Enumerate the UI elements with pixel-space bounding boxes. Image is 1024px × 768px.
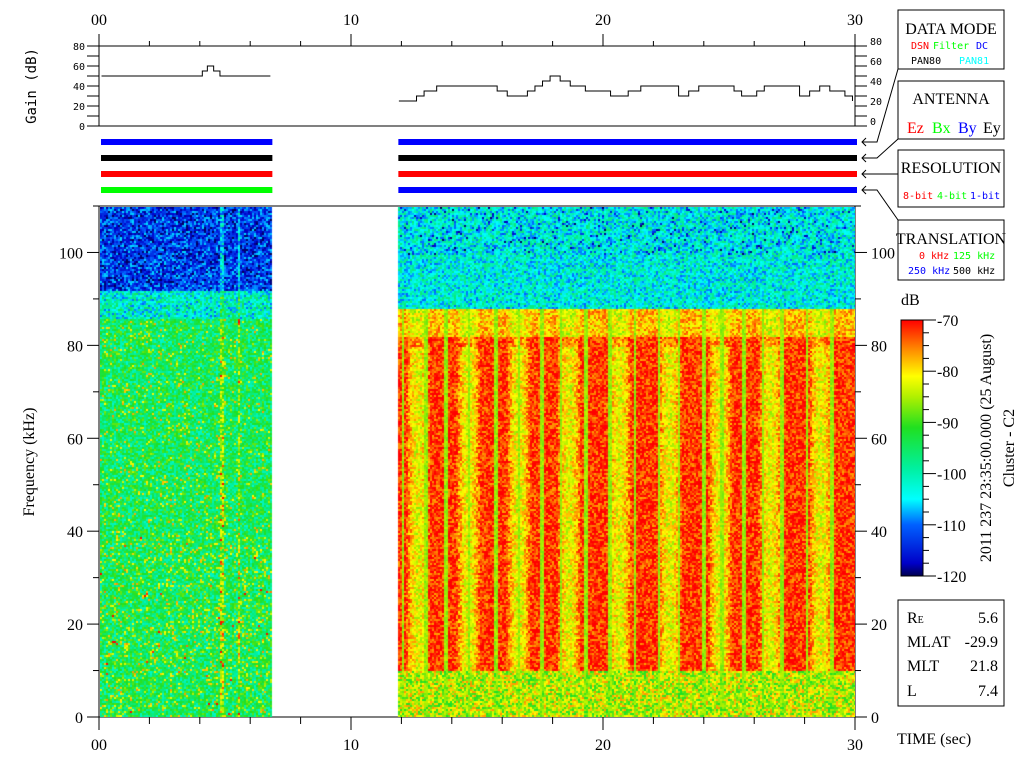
mode-bar (398, 155, 857, 161)
orbit-label-mlt: MLT (907, 658, 940, 675)
gain-y-tick-label: 80 (73, 42, 85, 53)
data-mode-legend: DATA MODE DSN Filter DC PAN80 PAN81 (897, 9, 1005, 70)
freq-tick-label: 100 (59, 245, 83, 262)
legend-leader-lines (861, 68, 899, 221)
colorbar-tick-label: -120 (937, 569, 966, 586)
freq-tick-label: 60 (67, 431, 83, 448)
antenna-title: ANTENNA (912, 91, 990, 108)
freq-tick-label: 40 (871, 524, 887, 541)
freq-tick-label: 100 (871, 245, 895, 262)
colorbar-tick-label: -110 (937, 518, 966, 535)
orbit-label-re: RE (907, 610, 924, 627)
legend-500khz: 500 kHz (953, 266, 995, 277)
mode-bar (101, 139, 273, 145)
data-mode-title: DATA MODE (905, 21, 997, 38)
gain-panel: Gain (dB) (24, 45, 856, 127)
gain-axis-label: Gain (dB) (24, 48, 40, 124)
spectrogram-frame (98, 205, 856, 718)
antenna-legend: ANTENNA Ez Bx By Ey (897, 80, 1005, 140)
top-x-tick: 00 (91, 12, 107, 29)
legend-ez: Ez (907, 120, 924, 137)
colorbar (900, 319, 924, 577)
orbit-info-box: RE 5.6 MLAT -29.9 MLT 21.8 L 7.4 (897, 599, 1005, 707)
mode-bar (398, 171, 857, 177)
top-x-tick: 30 (847, 12, 863, 29)
colorbar-tick-label: -80 (937, 364, 958, 381)
orbit-value-l: 7.4 (978, 683, 998, 700)
gain-line (101, 65, 271, 77)
timestamp-label: 2011 237 23:35:00.000 (25 August) (978, 334, 995, 562)
legend-ey: Ey (983, 120, 1001, 137)
legend-0khz: 0 kHz (919, 251, 949, 262)
translation-title: TRANSLATION (896, 231, 1007, 248)
legend-by: By (958, 120, 977, 137)
gain-y-tick-label: 20 (73, 102, 85, 113)
gain-y-tick-label: 0 (870, 117, 876, 128)
colorbar-tick-label: -100 (937, 467, 966, 484)
colorbar-tick-label: -70 (937, 313, 958, 330)
orbit-value-mlat: -29.9 (965, 634, 998, 651)
bottom-x-tick: 30 (847, 737, 863, 754)
mode-bar (101, 171, 273, 177)
bottom-x-tick: 20 (595, 737, 611, 754)
mode-bar (398, 187, 857, 193)
frequency-axis-label: Frequency (kHz) (21, 408, 38, 517)
freq-tick-label: 80 (67, 338, 83, 355)
orbit-value-re: 5.6 (978, 610, 998, 627)
translation-legend: TRANSLATION 0 kHz 125 kHz 250 kHz 500 kH… (896, 219, 1007, 281)
freq-tick-label: 20 (67, 617, 83, 634)
bottom-x-tick: 00 (91, 737, 107, 754)
resolution-title: RESOLUTION (901, 160, 1002, 177)
gain-y-tick-label: 40 (73, 82, 85, 93)
legend-filter: Filter (933, 41, 969, 52)
top-x-tick: 20 (595, 12, 611, 29)
legend-8bit: 8-bit (903, 191, 933, 202)
bottom-x-tick: 10 (343, 737, 359, 754)
orbit-value-mlt: 21.8 (970, 658, 998, 675)
gain-y-tick-label: 0 (79, 122, 85, 133)
time-axis-label: TIME (sec) (897, 731, 971, 748)
freq-tick-label: 80 (871, 338, 887, 355)
legend-bx: Bx (932, 120, 951, 137)
legend-pan80: PAN80 (911, 56, 941, 67)
gain-y-tick-label: 40 (870, 77, 882, 88)
legend-pan81: PAN81 (959, 56, 989, 67)
gain-line (398, 75, 853, 102)
colorbar-label: dB (901, 292, 920, 309)
legend-dc: DC (976, 41, 988, 52)
spacecraft-label: Cluster - C2 (1001, 409, 1018, 487)
legend-1bit: 1-bit (970, 191, 1000, 202)
spectrogram-image (100, 207, 855, 717)
legend-250khz: 250 kHz (908, 266, 950, 277)
freq-tick-label: 60 (871, 431, 887, 448)
resolution-legend: RESOLUTION 8-bit 4-bit 1-bit (897, 149, 1005, 208)
freq-tick-label: 0 (75, 710, 83, 727)
orbit-label-l: L (907, 683, 917, 700)
legend-125khz: 125 kHz (953, 251, 995, 262)
legend-dsn: DSN (911, 41, 929, 52)
freq-tick-label: 20 (871, 617, 887, 634)
freq-tick-label: 0 (871, 710, 879, 727)
mode-bar (101, 155, 273, 161)
top-x-tick: 10 (343, 12, 359, 29)
colorbar-tick-label: -90 (937, 415, 958, 432)
freq-tick-label: 40 (67, 524, 83, 541)
mode-bar (398, 139, 857, 145)
orbit-label-mlat: MLAT (907, 634, 951, 651)
gain-y-tick-label: 60 (870, 57, 882, 68)
gain-y-tick-label: 80 (870, 37, 882, 48)
legend-4bit: 4-bit (937, 191, 967, 202)
gain-y-tick-label: 60 (73, 62, 85, 73)
gain-y-tick-label: 20 (870, 97, 882, 108)
mode-bar (101, 187, 273, 193)
